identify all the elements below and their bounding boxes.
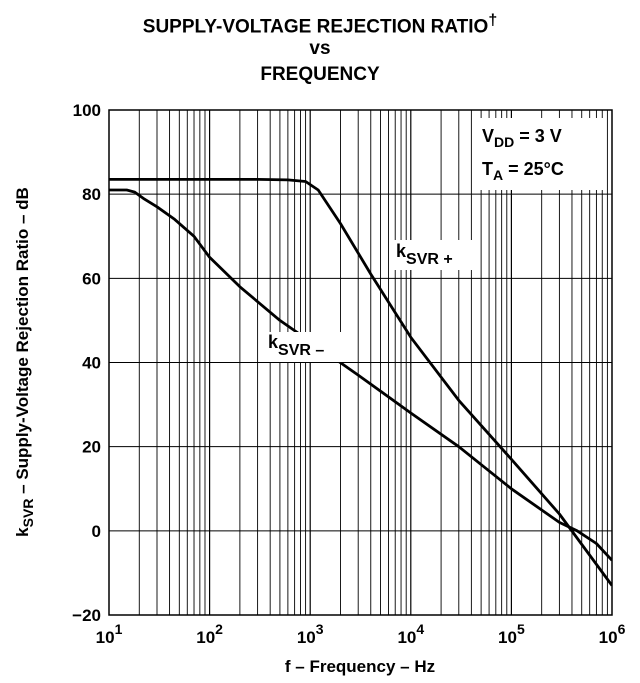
series-line-ksvr-plus xyxy=(109,178,612,587)
y-tick-labels: 100 80 60 40 20 0 −20 xyxy=(72,101,101,625)
y-axis-label: kSVR – Supply-Voltage Rejection Ratio – … xyxy=(13,187,36,537)
series-label-ksvr-plus: kSVR + xyxy=(396,241,453,268)
x-tick-label: 103 xyxy=(297,621,324,647)
chart-title-line3: FREQUENCY xyxy=(260,64,380,85)
series-label-bg-minus xyxy=(263,332,348,362)
y-tick-label: 40 xyxy=(82,354,101,373)
condition-vdd: VDD = 3 V xyxy=(482,126,562,150)
x-tick-label: 104 xyxy=(397,621,424,647)
series-label-ksvr-minus: kSVR – xyxy=(268,332,324,359)
conditions-box xyxy=(474,118,604,190)
footnote-dagger: † xyxy=(488,12,498,29)
x-tick-labels: 101 102 103 104 105 106 xyxy=(96,621,626,647)
chart-title-line1: SUPPLY-VOLTAGE REJECTION RATIO† xyxy=(142,12,498,38)
y-tick-label: 0 xyxy=(92,522,101,541)
x-axis-label: f – Frequency – Hz xyxy=(285,657,435,676)
x-tick-label: 101 xyxy=(96,621,123,647)
condition-ta: TA = 25°C xyxy=(482,159,564,183)
y-tick-label: 80 xyxy=(82,185,101,204)
y-tick-label: −20 xyxy=(72,606,101,625)
series-line-ksvr-minus xyxy=(109,188,612,562)
y-tick-label: 100 xyxy=(73,101,101,120)
x-tick-label: 105 xyxy=(498,621,525,647)
y-tick-label: 60 xyxy=(82,269,101,288)
x-tick-label: 102 xyxy=(196,621,223,647)
series-group xyxy=(109,178,612,587)
chart-title-line2: vs xyxy=(309,38,331,59)
y-tick-label: 20 xyxy=(82,438,101,457)
plot-frame xyxy=(108,109,613,616)
series-label-bg-plus xyxy=(391,240,476,270)
x-tick-label: 106 xyxy=(599,621,626,647)
